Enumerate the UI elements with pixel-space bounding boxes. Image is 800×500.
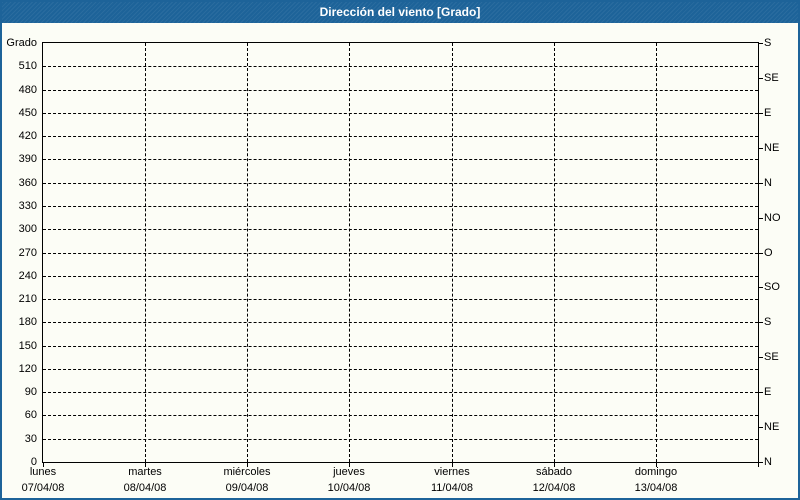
v-gridline	[145, 43, 146, 462]
y-axis-label-left: 180	[18, 316, 37, 328]
y-axis-tick-right	[759, 113, 763, 114]
v-gridline	[247, 43, 248, 462]
x-axis-date-label: 08/04/08	[123, 482, 167, 494]
h-gridline	[43, 229, 758, 230]
y-axis-label-left: 300	[18, 223, 37, 235]
y-axis-tick-right	[759, 183, 763, 184]
h-gridline	[43, 439, 758, 440]
x-axis-day-label: viernes	[434, 466, 470, 478]
x-axis-date-label: 07/04/08	[21, 482, 65, 494]
x-axis-day-label: martes	[128, 466, 162, 478]
y-axis-tick-right	[759, 78, 763, 79]
plot-area: Grado 0 30 60 90 120 150 180 210 240 270 300 330 360…	[6, 37, 780, 494]
y-axis-label-right: S	[764, 316, 772, 328]
x-axis-tick	[452, 463, 453, 467]
h-gridline	[43, 183, 758, 184]
y-axis-label-right: SE	[764, 351, 779, 363]
h-gridline	[43, 90, 758, 91]
y-axis-label-right: SO	[764, 281, 780, 293]
x-axis-day-label: sábado	[535, 466, 573, 478]
y-axis-tick-right	[759, 392, 763, 393]
h-gridline	[43, 346, 758, 347]
v-gridline	[554, 43, 555, 462]
x-axis-day-label: domingo	[634, 466, 678, 478]
x-axis-tick	[554, 463, 555, 467]
x-axis-tick	[349, 463, 350, 467]
y-axis-label-right: E	[764, 386, 772, 398]
x-axis-date-label: 13/04/08	[634, 482, 678, 494]
h-gridline	[43, 299, 758, 300]
y-axis-label-left: 330	[18, 200, 37, 212]
x-axis-tick	[247, 463, 248, 467]
h-gridline	[43, 253, 758, 254]
y-axis-tick-right	[759, 427, 763, 428]
chart-title-bar: Dirección del viento [Grado]	[2, 2, 798, 23]
v-gridline	[656, 43, 657, 462]
x-axis-day-label: lunes	[29, 466, 57, 478]
y-axis-label-left: 90	[24, 386, 37, 398]
y-axis-label-left: 0	[30, 456, 37, 468]
y-axis-label-left: 30	[24, 433, 37, 445]
h-gridline	[43, 276, 758, 277]
h-gridline	[43, 159, 758, 160]
y-axis-label-left: 150	[18, 340, 37, 352]
y-axis-label-right: N	[764, 177, 772, 189]
x-axis-day-label: miércoles	[223, 466, 271, 478]
v-gridline	[349, 43, 350, 462]
h-gridline	[43, 369, 758, 370]
chart-title: Dirección del viento [Grado]	[319, 5, 481, 19]
y-axis-tick-right	[759, 43, 763, 44]
h-gridline	[43, 136, 758, 137]
y-axis-label-left: 450	[18, 107, 37, 119]
y-axis-label-left: 420	[18, 130, 37, 142]
y-axis-label-right: NE	[764, 421, 780, 433]
y-axis-label-left: 390	[18, 153, 37, 165]
h-gridline	[43, 392, 758, 393]
y-axis-label-left: 480	[18, 84, 37, 96]
y-axis-label-left: 120	[18, 363, 37, 375]
x-axis-day-label: jueves	[333, 466, 365, 478]
x-axis-tick	[758, 463, 759, 467]
h-gridline	[43, 66, 758, 67]
h-gridline	[43, 322, 758, 323]
y-axis-label-right: NE	[764, 142, 780, 154]
y-axis-label-left: 510	[18, 60, 37, 72]
y-axis-label-right: E	[764, 107, 772, 119]
y-axis-label-right: SE	[764, 72, 779, 84]
y-axis-tick-right	[759, 148, 763, 149]
y-axis-tick-right	[759, 322, 763, 323]
y-axis-tick-right	[759, 287, 763, 288]
v-gridline	[452, 43, 453, 462]
y-axis-label-left: 360	[18, 177, 37, 189]
y-axis-title: Grado	[6, 37, 37, 49]
x-axis-date-label: 11/04/08	[430, 482, 473, 494]
y-axis-label-left: 270	[18, 247, 37, 259]
x-axis-tick	[145, 463, 146, 467]
x-axis-date-label: 09/04/08	[225, 482, 269, 494]
x-axis-tick	[43, 463, 44, 467]
y-axis-tick-right	[759, 357, 763, 358]
y-axis-label-left: 210	[18, 293, 37, 305]
y-axis-label-left: 240	[18, 270, 37, 282]
y-axis-label-right: N	[764, 456, 772, 468]
h-gridline	[43, 415, 758, 416]
y-axis-tick-right	[759, 253, 763, 254]
y-axis-tick-right	[759, 218, 763, 219]
y-axis-label-right: O	[764, 247, 773, 259]
h-gridline	[43, 113, 758, 114]
y-axis-label-left: 60	[24, 409, 37, 421]
x-axis-date-label: 10/04/08	[327, 482, 371, 494]
y-axis-label-right: S	[764, 37, 772, 49]
y-axis-label-right: NO	[764, 212, 781, 224]
x-axis-date-label: 12/04/08	[532, 482, 576, 494]
h-gridline	[43, 206, 758, 207]
y-axis-tick-right	[759, 462, 763, 463]
x-axis-tick	[656, 463, 657, 467]
